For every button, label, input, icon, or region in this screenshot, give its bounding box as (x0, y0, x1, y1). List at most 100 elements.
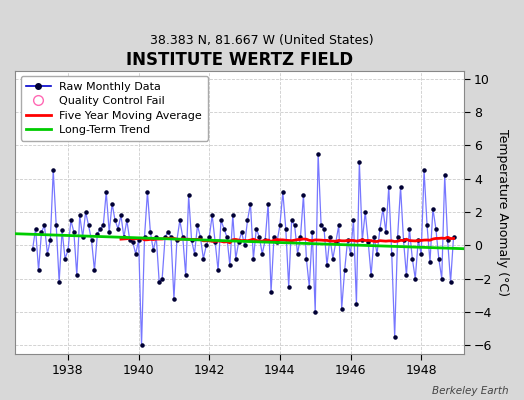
Point (255, 234, 264, 240)
Text: Berkeley Earth: Berkeley Earth (432, 386, 508, 396)
Point (137, 342, 146, 348)
Point (358, 237, 366, 244)
Point (267, 289, 275, 295)
Point (155, 279, 163, 285)
Point (31, 226, 40, 232)
Point (370, 234, 378, 240)
Point (373, 250, 381, 257)
Point (190, 250, 199, 257)
Point (423, 222, 431, 228)
Point (417, 250, 425, 257)
Point (176, 217, 184, 224)
Point (167, 234, 175, 240)
Point (411, 276, 419, 282)
Point (264, 200, 272, 207)
Point (352, 300, 361, 307)
Point (52, 222, 60, 228)
Point (135, 237, 143, 244)
Point (285, 284, 293, 290)
Point (390, 334, 399, 340)
Point (170, 296, 178, 302)
Point (46, 237, 54, 244)
Point (432, 226, 440, 232)
Point (35, 267, 43, 274)
Point (246, 200, 255, 207)
Point (220, 226, 228, 232)
Point (450, 234, 458, 240)
Point (96, 226, 105, 232)
Point (364, 239, 373, 245)
Point (123, 217, 131, 224)
Point (434, 256, 443, 262)
Point (184, 192, 193, 199)
Point (234, 239, 243, 245)
Point (237, 229, 246, 235)
Point (88, 237, 96, 244)
Point (228, 212, 237, 218)
Point (296, 234, 304, 240)
Point (361, 209, 369, 215)
Point (302, 256, 311, 262)
Point (326, 234, 334, 240)
Point (43, 250, 51, 257)
Point (119, 234, 128, 240)
Point (394, 234, 402, 240)
Point (346, 250, 355, 257)
Point (252, 226, 260, 232)
Point (350, 217, 358, 224)
Point (140, 234, 149, 240)
Point (102, 189, 111, 195)
Point (181, 272, 190, 278)
Point (323, 262, 331, 268)
Text: 38.383 N, 81.667 W (United States): 38.383 N, 81.667 W (United States) (150, 34, 374, 47)
Point (446, 279, 455, 285)
Point (376, 226, 384, 232)
Point (161, 234, 169, 240)
Point (205, 234, 213, 240)
Point (173, 237, 181, 244)
Point (388, 250, 396, 257)
Point (146, 229, 155, 235)
Point (73, 272, 81, 278)
Point (399, 237, 408, 244)
Point (355, 159, 364, 165)
Point (143, 189, 151, 195)
Point (320, 226, 328, 232)
Point (305, 284, 313, 290)
Point (37, 229, 46, 235)
Point (64, 247, 72, 254)
Point (334, 222, 343, 228)
Point (132, 250, 140, 257)
Point (443, 237, 452, 244)
Point (379, 206, 387, 212)
Point (28, 246, 37, 252)
Point (61, 256, 69, 262)
Point (396, 184, 405, 190)
Point (311, 309, 320, 315)
Point (408, 256, 417, 262)
Point (70, 229, 78, 235)
Point (40, 222, 49, 228)
Point (58, 227, 66, 234)
Point (314, 150, 322, 157)
Point (337, 306, 346, 312)
Point (111, 217, 119, 224)
Point (367, 272, 375, 278)
Point (258, 250, 266, 257)
Legend: Raw Monthly Data, Quality Control Fail, Five Year Moving Average, Long-Term Tren: Raw Monthly Data, Quality Control Fail, … (20, 76, 208, 140)
Point (441, 172, 449, 179)
Point (273, 239, 281, 245)
Point (232, 256, 240, 262)
Point (179, 234, 187, 240)
Point (343, 237, 352, 244)
Point (117, 212, 125, 218)
Point (385, 184, 393, 190)
Point (261, 237, 269, 244)
Point (281, 226, 290, 232)
Point (99, 222, 107, 228)
Point (75, 212, 84, 218)
Point (193, 222, 202, 228)
Point (152, 234, 160, 240)
Point (293, 250, 302, 257)
Point (158, 276, 166, 282)
